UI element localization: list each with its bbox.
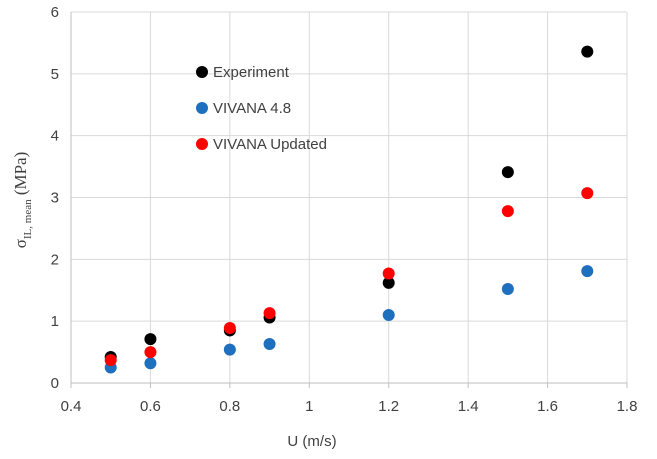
y-axis-label-symbol: σ (11, 239, 30, 248)
data-point-vivana-4-8 (382, 308, 395, 321)
data-point-vivana-4-8 (581, 265, 594, 278)
data-point-vivana-4-8 (144, 357, 157, 370)
data-point-vivana-updated (382, 267, 395, 280)
y-axis-label: σIL, mean (MPa) (11, 152, 34, 249)
data-point-vivana-4-8 (223, 343, 236, 356)
data-point-vivana-updated (501, 205, 514, 218)
data-point-vivana-4-8 (501, 283, 514, 296)
y-tick-labels: 0 1 2 3 4 5 6 (51, 4, 59, 392)
axes (70, 12, 628, 388)
data-point-vivana-updated (263, 307, 276, 320)
data-point-vivana-updated (223, 321, 236, 334)
x-axis-label: U (m/s) (287, 433, 336, 450)
data-point-experiment (144, 333, 157, 346)
y-axis-label-unit: (MPa) (11, 152, 30, 200)
y-axis-label-subscript: IL, mean (22, 199, 34, 239)
x-tick-label: 1.4 (458, 398, 479, 415)
data-point-experiment (581, 45, 594, 58)
data-point-vivana-updated (144, 346, 157, 359)
x-tick-label: 1.6 (537, 398, 558, 415)
grid-lines (70, 11, 628, 384)
y-tick-label: 3 (51, 190, 59, 207)
x-tick-label: 0.8 (219, 398, 240, 415)
data-point-experiment (501, 166, 514, 179)
data-point-vivana-updated (581, 187, 594, 200)
x-tick-label: 0.6 (140, 398, 161, 415)
data-point-experiment (382, 276, 395, 289)
y-tick-label: 0 (51, 375, 59, 392)
x-tick-label: 1.8 (617, 398, 638, 415)
legend-label: VIVANA Updated (213, 136, 327, 153)
y-tick-label: 6 (51, 4, 59, 21)
x-tick-label: 1 (305, 398, 313, 415)
x-tick-label: 0.4 (61, 398, 82, 415)
y-tick-label: 5 (51, 66, 59, 83)
data-points (104, 45, 594, 374)
x-tick-labels: 0.4 0.6 0.8 1 1.2 1.4 1.6 1.8 (61, 398, 638, 415)
legend-marker (196, 66, 208, 78)
y-tick-label: 1 (51, 313, 59, 330)
y-tick-label: 4 (51, 128, 59, 145)
legend: Experiment VIVANA 4.8 VIVANA Updated (196, 64, 327, 153)
data-point-vivana-updated (104, 354, 117, 367)
legend-label: Experiment (213, 64, 290, 81)
y-tick-label: 2 (51, 251, 59, 268)
legend-label: VIVANA 4.8 (213, 100, 291, 117)
x-tick-label: 1.2 (378, 398, 399, 415)
legend-marker (196, 138, 208, 150)
data-point-vivana-4-8 (263, 338, 276, 351)
legend-marker (196, 102, 208, 114)
